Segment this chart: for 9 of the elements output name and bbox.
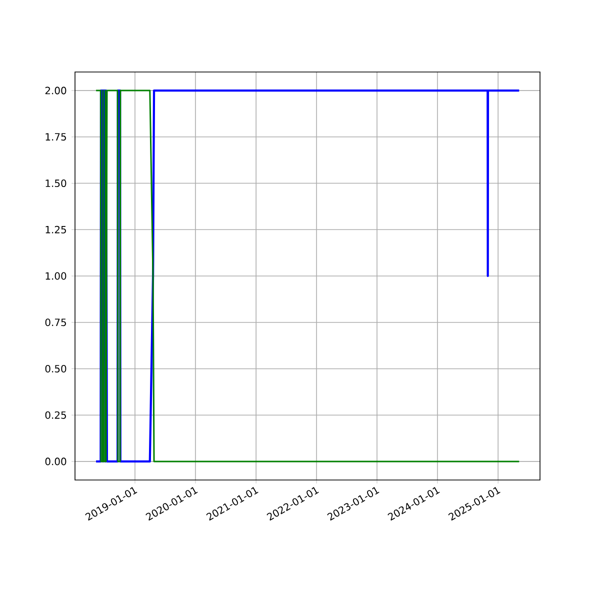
y-tick-label: 0.00	[45, 458, 66, 466]
y-tick-label: 1.50	[46, 180, 66, 188]
y-tick-label: 0.75	[45, 318, 66, 326]
y-tick-label: 1.75	[46, 133, 66, 141]
y-tick-label: 1.00	[46, 272, 66, 280]
y-tick-label: 0.25	[45, 411, 66, 419]
y-tick-label: 1.25	[46, 226, 66, 234]
y-tick-label: 2.00	[45, 86, 66, 94]
y-tick-label: 0.50	[45, 364, 66, 372]
